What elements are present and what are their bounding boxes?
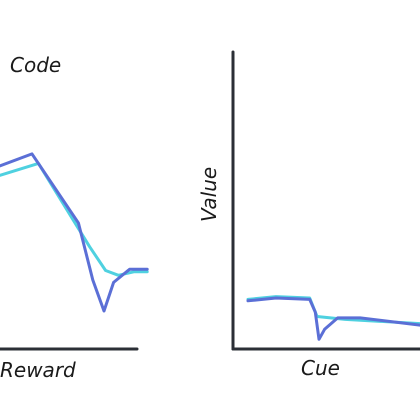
series-line-0-1 [0,161,149,277]
left-chart-panel: Code Reward [0,53,149,382]
right-series-group [246,295,420,341]
right-y-axis-label: Value [197,167,221,222]
right-x-axis-label: Cue [301,356,340,380]
right-chart-panel: Value Cue [197,50,420,380]
series-line-1-0 [246,296,420,341]
series-line-0-0 [0,152,149,313]
left-chart-title: Code [10,53,61,77]
left-series-group [0,152,149,313]
left-x-axis-label: Reward [0,358,76,382]
